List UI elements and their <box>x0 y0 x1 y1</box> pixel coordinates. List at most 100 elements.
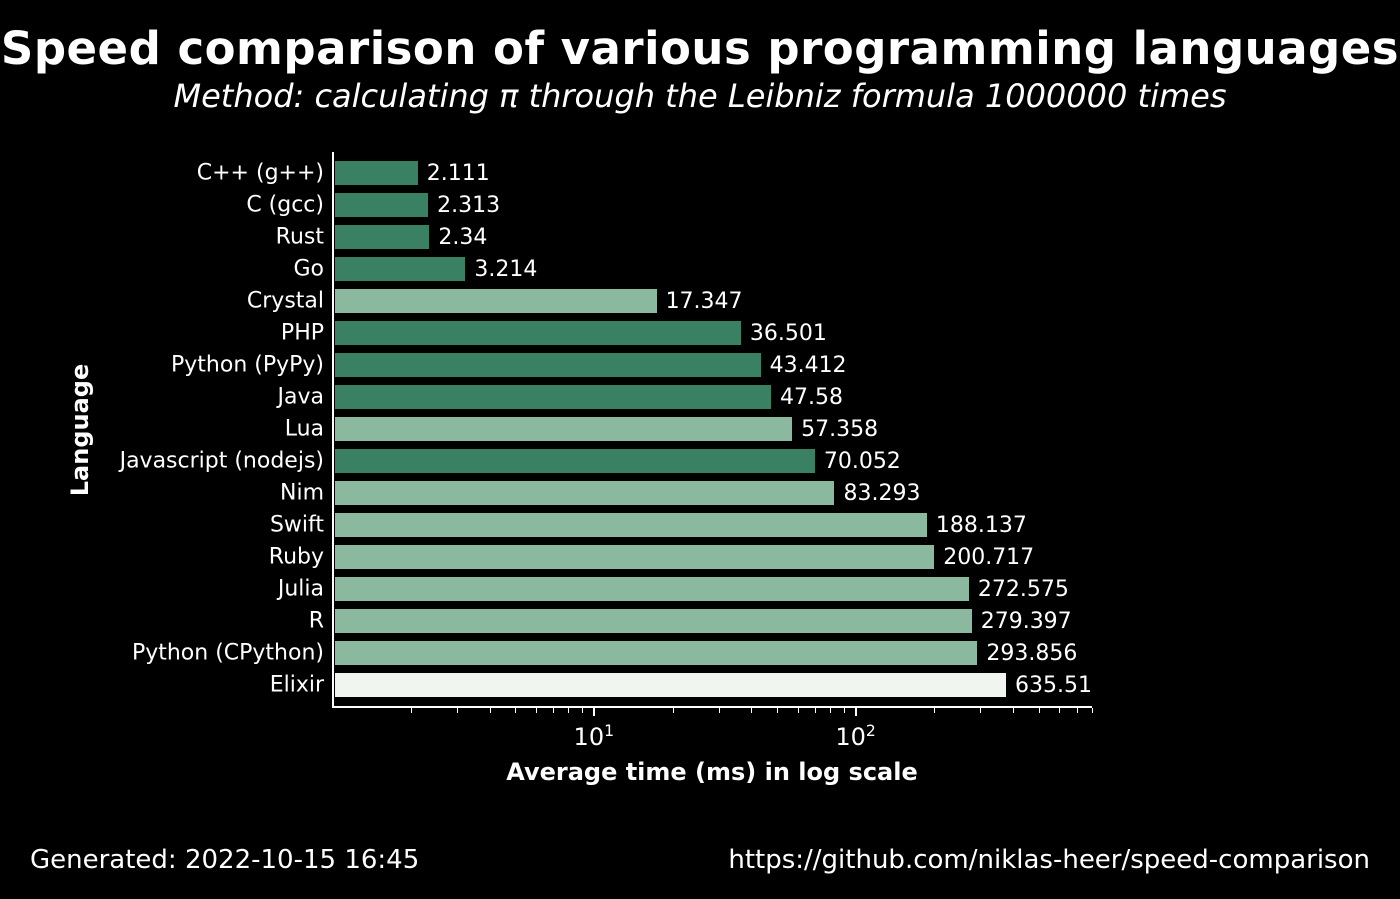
bar-rect <box>334 192 429 218</box>
y-tick-label: Elixir <box>270 673 334 698</box>
bar-rect <box>334 320 742 346</box>
bar-value-label: 200.717 <box>943 545 1034 570</box>
y-tick-label: PHP <box>281 321 334 346</box>
x-minor-tick <box>1039 708 1040 713</box>
x-minor-tick <box>980 708 981 713</box>
bar-rect <box>334 480 835 506</box>
x-minor-tick <box>1092 708 1093 713</box>
y-tick-label: C (gcc) <box>246 193 334 218</box>
footer-source-url: https://github.com/niklas-heer/speed-com… <box>728 845 1370 875</box>
bar-value-label: 279.397 <box>981 609 1072 634</box>
bar-value-label: 17.347 <box>666 289 743 314</box>
bar-row: 17.347Crystal <box>334 288 1092 314</box>
bar-rect <box>334 512 928 538</box>
bar-value-label: 188.137 <box>936 513 1027 538</box>
plot-area: 2.111C++ (g++) 2.313C (gcc) 2.34Rust 3.214G… <box>332 152 1092 708</box>
bar-row: 272.575Julia <box>334 576 1092 602</box>
y-tick-label: Ruby <box>269 545 334 570</box>
y-tick-label: Nim <box>280 481 334 506</box>
bar-rect <box>334 256 466 282</box>
x-minor-tick <box>777 708 778 713</box>
bars-container: 2.111C++ (g++) 2.313C (gcc) 2.34Rust 3.214G… <box>334 152 1092 706</box>
bar-row: 200.717Ruby <box>334 544 1092 570</box>
bar-value-label: 272.575 <box>978 577 1069 602</box>
bar-row: 43.412Python (PyPy) <box>334 352 1092 378</box>
x-minor-tick <box>490 708 491 713</box>
bar-row: 635.51Elixir <box>334 672 1092 698</box>
y-tick-label: Javascript (nodejs) <box>120 449 334 474</box>
bar-value-label: 57.358 <box>801 417 878 442</box>
x-axis-title: Average time (ms) in log scale <box>332 758 1092 786</box>
x-minor-tick <box>411 708 412 713</box>
y-tick-label: Go <box>293 257 334 282</box>
x-tick-label: 101 <box>574 722 614 751</box>
x-minor-tick <box>798 708 799 713</box>
title-block: Speed comparison of various programming … <box>0 0 1400 115</box>
y-tick-label: Julia <box>278 577 334 602</box>
bar-row: 2.111C++ (g++) <box>334 160 1092 186</box>
bar-rect <box>334 288 658 314</box>
x-minor-tick <box>1059 708 1060 713</box>
bar-value-label: 2.313 <box>437 193 500 218</box>
bar-value-label: 293.856 <box>986 641 1077 666</box>
y-tick-label: Java <box>278 385 334 410</box>
bar-row: 293.856Python (CPython) <box>334 640 1092 666</box>
bar-rect <box>334 640 978 666</box>
bar-rect <box>334 160 419 186</box>
bar-row: 83.293Nim <box>334 480 1092 506</box>
bar-value-label: 635.51 <box>1015 673 1092 698</box>
bar-rect <box>334 352 762 378</box>
y-tick-label: Rust <box>276 225 334 250</box>
tick-mark <box>593 708 595 716</box>
bar-rect <box>334 384 772 410</box>
page-root: Speed comparison of various programming … <box>0 0 1400 899</box>
y-tick-label: Lua <box>285 417 334 442</box>
bar-rect <box>334 448 816 474</box>
x-minor-tick <box>815 708 816 713</box>
x-minor-tick <box>568 708 569 713</box>
bar-row: 47.58Java <box>334 384 1092 410</box>
x-minor-tick <box>553 708 554 713</box>
x-minor-tick <box>719 708 720 713</box>
bar-row: 2.34Rust <box>334 224 1092 250</box>
x-minor-tick <box>830 708 831 713</box>
x-tick-label: 102 <box>835 722 875 751</box>
x-minor-tick <box>582 708 583 713</box>
x-minor-tick <box>751 708 752 713</box>
x-minor-tick <box>515 708 516 713</box>
bar-value-label: 36.501 <box>750 321 827 346</box>
y-tick-label: Swift <box>270 513 334 538</box>
y-tick-label: R <box>309 609 334 634</box>
bar-row: 36.501PHP <box>334 320 1092 346</box>
chart-title: Speed comparison of various programming … <box>0 22 1400 75</box>
bar-value-label: 2.34 <box>438 225 487 250</box>
chart-subtitle: Method: calculating π through the Leibni… <box>0 77 1400 115</box>
bar-value-label: 3.214 <box>474 257 537 282</box>
bar-value-label: 43.412 <box>770 353 847 378</box>
bar-rect <box>334 416 793 442</box>
bar-rect <box>334 544 935 570</box>
footer-generated: Generated: 2022-10-15 16:45 <box>30 845 419 875</box>
x-minor-tick <box>673 708 674 713</box>
bar-row: 57.358Lua <box>334 416 1092 442</box>
bar-row: 188.137Swift <box>334 512 1092 538</box>
y-axis-title: Language <box>66 364 94 497</box>
y-tick-label: Crystal <box>247 289 334 314</box>
bar-row: 70.052Javascript (nodejs) <box>334 448 1092 474</box>
y-tick-label: Python (PyPy) <box>171 353 334 378</box>
y-tick-label: C++ (g++) <box>197 161 334 186</box>
x-minor-tick <box>844 708 845 713</box>
bar-row: 279.397R <box>334 608 1092 634</box>
bar-value-label: 2.111 <box>427 161 490 186</box>
x-minor-tick <box>457 708 458 713</box>
bar-rect <box>334 672 1007 698</box>
tick-mark <box>855 708 857 716</box>
x-minor-tick <box>934 708 935 713</box>
x-minor-tick <box>536 708 537 713</box>
bar-rect <box>334 576 970 602</box>
bar-value-label: 70.052 <box>824 449 901 474</box>
bar-row: 3.214Go <box>334 256 1092 282</box>
bar-row: 2.313C (gcc) <box>334 192 1092 218</box>
bar-rect <box>334 224 430 250</box>
bar-rect <box>334 608 973 634</box>
